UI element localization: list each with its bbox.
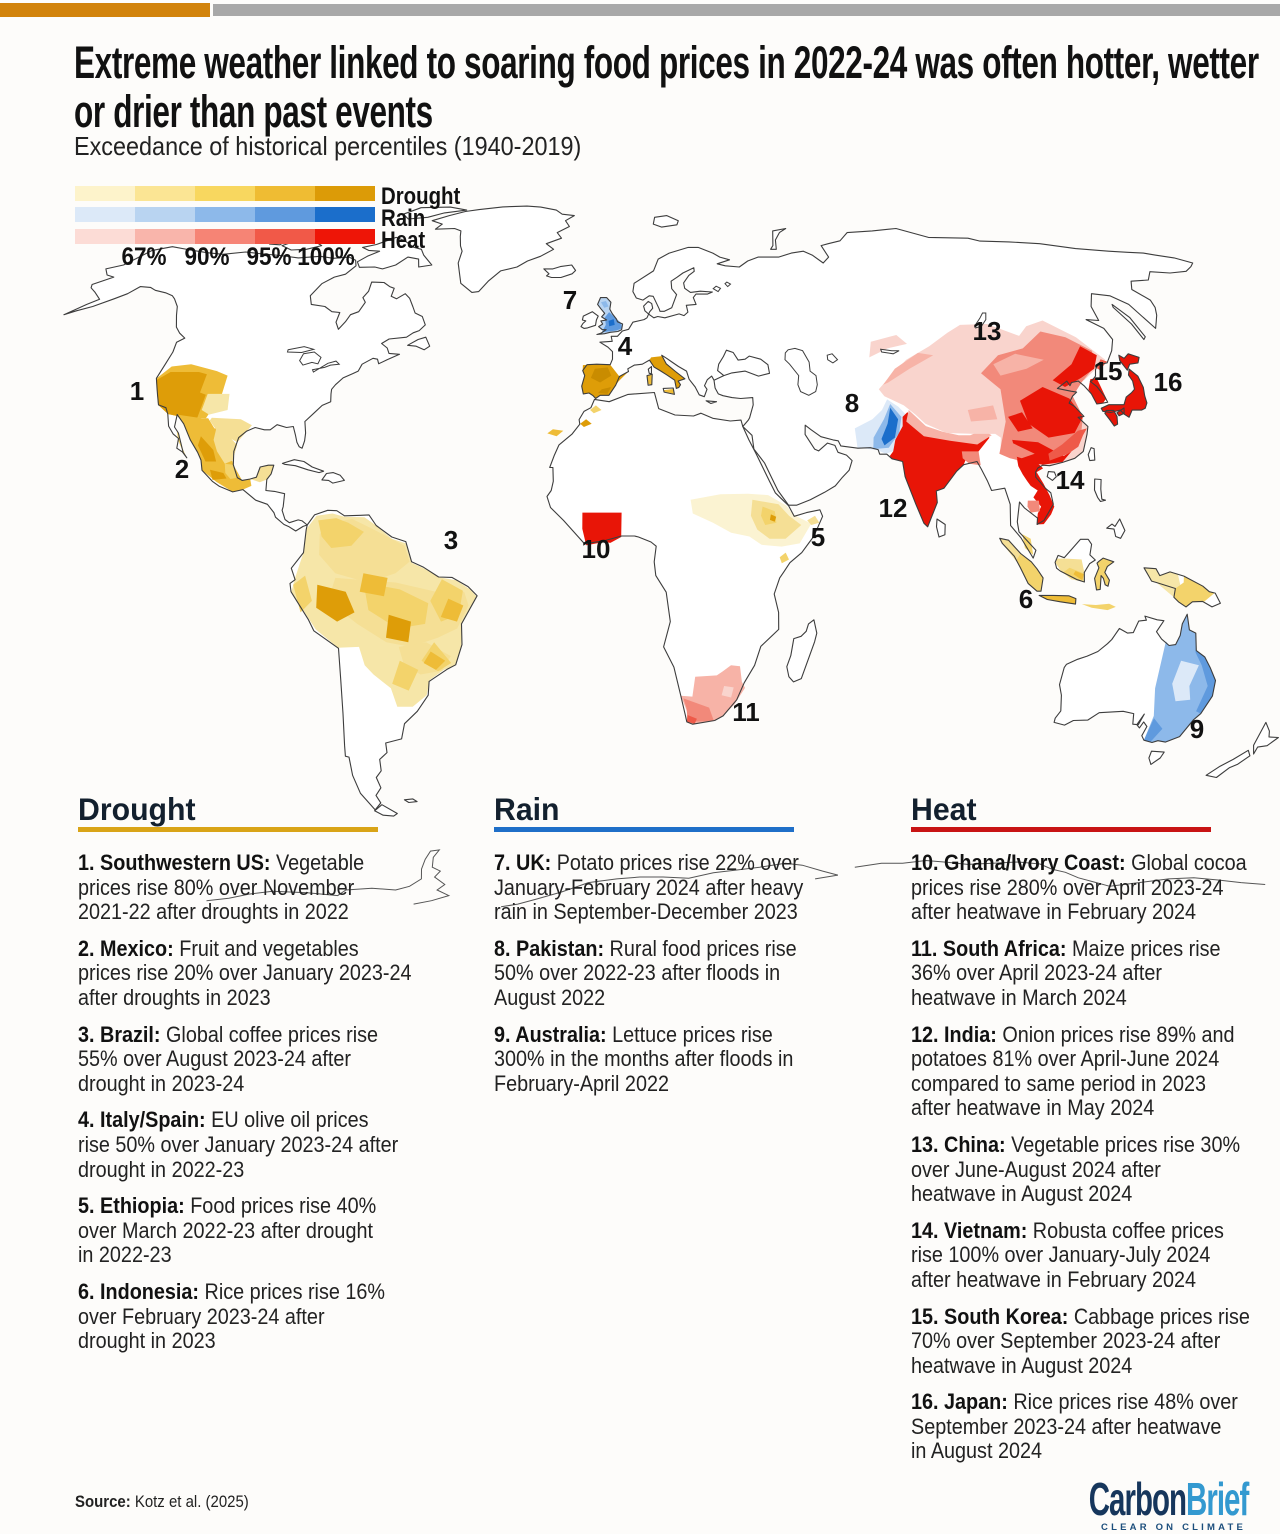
svg-text:15: 15 bbox=[1094, 356, 1123, 386]
svg-text:11: 11 bbox=[732, 697, 760, 727]
svg-text:10: 10 bbox=[582, 534, 611, 564]
svg-text:3: 3 bbox=[444, 525, 458, 555]
svg-text:8: 8 bbox=[845, 388, 859, 418]
svg-text:7: 7 bbox=[563, 285, 577, 315]
svg-text:2: 2 bbox=[175, 454, 189, 484]
svg-text:6: 6 bbox=[1019, 584, 1033, 614]
svg-text:5: 5 bbox=[811, 522, 825, 552]
svg-text:9: 9 bbox=[1190, 714, 1204, 744]
svg-text:16: 16 bbox=[1154, 367, 1183, 397]
svg-text:12: 12 bbox=[879, 493, 908, 523]
svg-text:13: 13 bbox=[973, 316, 1002, 346]
svg-text:1: 1 bbox=[130, 376, 144, 406]
svg-text:14: 14 bbox=[1056, 465, 1085, 495]
svg-text:4: 4 bbox=[618, 331, 633, 361]
